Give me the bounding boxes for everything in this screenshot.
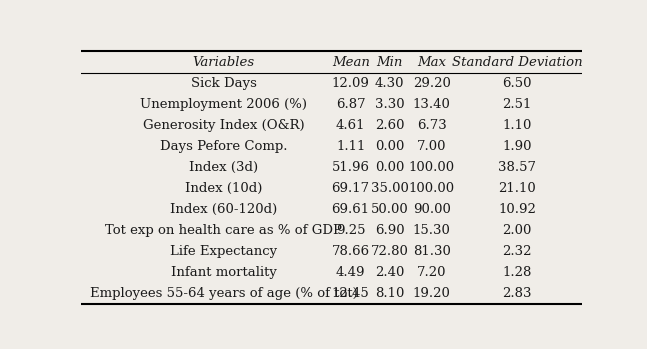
Text: 1.11: 1.11	[336, 140, 366, 153]
Text: 72.80: 72.80	[371, 245, 409, 258]
Text: 3.30: 3.30	[375, 98, 404, 111]
Text: 1.90: 1.90	[502, 140, 532, 153]
Text: 90.00: 90.00	[413, 203, 451, 216]
Text: 12.45: 12.45	[332, 287, 369, 300]
Text: 29.20: 29.20	[413, 77, 451, 90]
Text: 100.00: 100.00	[409, 161, 455, 174]
Text: 2.32: 2.32	[502, 245, 532, 258]
Text: 69.17: 69.17	[331, 182, 369, 195]
Text: 78.66: 78.66	[331, 245, 369, 258]
Text: 12.09: 12.09	[332, 77, 369, 90]
Text: 0.00: 0.00	[375, 140, 404, 153]
Text: 0.00: 0.00	[375, 161, 404, 174]
Text: 19.20: 19.20	[413, 287, 451, 300]
Text: 4.49: 4.49	[336, 266, 366, 279]
Text: 7.00: 7.00	[417, 140, 446, 153]
Text: Index (60-120d): Index (60-120d)	[170, 203, 278, 216]
Text: 8.10: 8.10	[375, 287, 404, 300]
Text: 21.10: 21.10	[498, 182, 536, 195]
Text: 9.25: 9.25	[336, 224, 366, 237]
Text: Life Expectancy: Life Expectancy	[170, 245, 278, 258]
Text: Sick Days: Sick Days	[191, 77, 257, 90]
Text: Standard Deviation: Standard Deviation	[452, 55, 582, 68]
Text: 6.90: 6.90	[375, 224, 404, 237]
Text: 50.00: 50.00	[371, 203, 409, 216]
Text: Min: Min	[377, 55, 403, 68]
Text: Mean: Mean	[332, 55, 369, 68]
Text: 1.10: 1.10	[503, 119, 532, 132]
Text: 81.30: 81.30	[413, 245, 451, 258]
Text: 10.92: 10.92	[498, 203, 536, 216]
Text: 2.83: 2.83	[502, 287, 532, 300]
Text: 7.20: 7.20	[417, 266, 446, 279]
Text: 2.51: 2.51	[503, 98, 532, 111]
Text: 1.28: 1.28	[503, 266, 532, 279]
Text: 6.73: 6.73	[417, 119, 446, 132]
Text: 4.30: 4.30	[375, 77, 404, 90]
Text: Employees 55-64 years of age (% of tot): Employees 55-64 years of age (% of tot)	[90, 287, 358, 300]
Text: 38.57: 38.57	[498, 161, 536, 174]
Text: Unemployment 2006 (%): Unemployment 2006 (%)	[140, 98, 307, 111]
Text: 13.40: 13.40	[413, 98, 451, 111]
Text: Infant mortality: Infant mortality	[171, 266, 277, 279]
Text: 2.60: 2.60	[375, 119, 404, 132]
Text: Index (10d): Index (10d)	[185, 182, 263, 195]
Text: Index (3d): Index (3d)	[189, 161, 258, 174]
Text: 2.00: 2.00	[503, 224, 532, 237]
Text: Max: Max	[417, 55, 446, 68]
Text: 4.61: 4.61	[336, 119, 366, 132]
Text: 15.30: 15.30	[413, 224, 451, 237]
Text: Variables: Variables	[193, 55, 255, 68]
Text: Tot exp on health care as % of GDP: Tot exp on health care as % of GDP	[105, 224, 342, 237]
Text: 100.00: 100.00	[409, 182, 455, 195]
Text: Days Pefore Comp.: Days Pefore Comp.	[160, 140, 287, 153]
Text: 69.61: 69.61	[331, 203, 369, 216]
Text: 6.87: 6.87	[336, 98, 366, 111]
Text: 51.96: 51.96	[332, 161, 369, 174]
Text: Generosity Index (O&R): Generosity Index (O&R)	[143, 119, 305, 132]
Text: 6.50: 6.50	[502, 77, 532, 90]
Text: 2.40: 2.40	[375, 266, 404, 279]
Text: 35.00: 35.00	[371, 182, 409, 195]
